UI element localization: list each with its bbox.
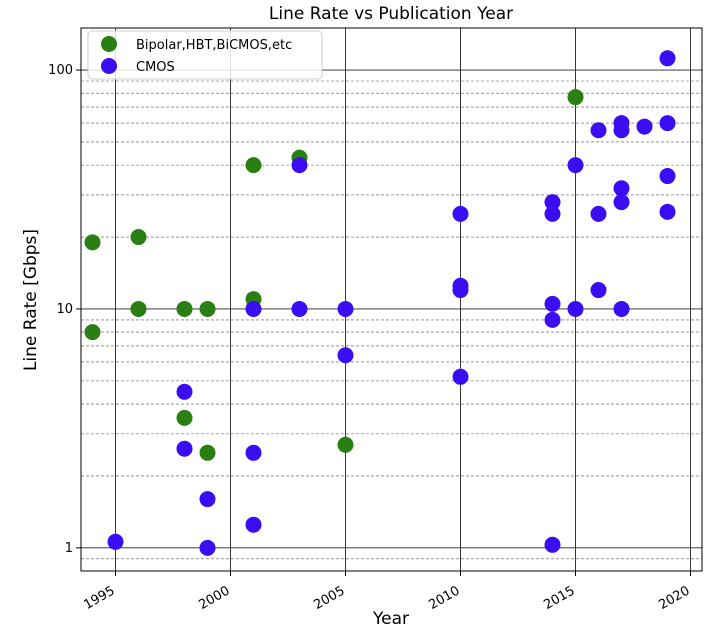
cmos-point — [544, 311, 561, 328]
y-tick-label: 10 — [56, 302, 73, 317]
cmos-point — [176, 440, 193, 457]
cmos-point — [659, 203, 676, 220]
legend-marker-cmos — [101, 58, 117, 74]
bipolar-point — [245, 157, 262, 174]
cmos-point — [636, 118, 653, 135]
cmos-point — [590, 282, 607, 299]
cmos-point — [291, 300, 308, 317]
x-tick-label: 2020 — [656, 583, 692, 613]
cmos-point — [659, 50, 676, 67]
cmos-point — [567, 157, 584, 174]
cmos-point — [613, 194, 630, 211]
bipolar-point — [199, 444, 216, 461]
cmos-point — [659, 115, 676, 132]
legend: Bipolar,HBT,BiCMOS,etc CMOS — [87, 30, 323, 80]
y-tick-label: 1 — [65, 541, 73, 556]
data-points — [84, 50, 676, 556]
cmos-point — [107, 533, 124, 550]
cmos-point — [613, 180, 630, 197]
cmos-point — [544, 205, 561, 222]
cmos-point — [176, 383, 193, 400]
cmos-point — [452, 205, 469, 222]
cmos-point — [245, 516, 262, 533]
x-tick-label: 2000 — [196, 583, 232, 613]
cmos-point — [544, 536, 561, 553]
cmos-point — [590, 205, 607, 222]
plot-frame — [80, 27, 703, 572]
cmos-point — [452, 282, 469, 299]
legend-box — [87, 30, 323, 80]
cmos-point — [337, 347, 354, 364]
bipolar-point — [176, 300, 193, 317]
y-axis-label: Line Rate [Gbps] — [21, 229, 41, 371]
cmos-point — [544, 194, 561, 211]
cmos-point — [452, 368, 469, 385]
x-tick-label: 1995 — [81, 583, 117, 613]
cmos-point — [613, 300, 630, 317]
bipolar-point — [337, 436, 354, 453]
cmos-point — [590, 122, 607, 139]
legend-marker-bipolar — [101, 36, 117, 52]
chart-title: Line Rate vs Publication Year — [269, 4, 513, 24]
cmos-point — [567, 300, 584, 317]
bipolar-point — [130, 300, 147, 317]
bipolar-point — [199, 300, 216, 317]
cmos-point — [613, 122, 630, 139]
bipolar-point — [84, 324, 101, 341]
cmos-point — [291, 157, 308, 174]
bipolar-point — [84, 234, 101, 251]
cmos-point — [245, 444, 262, 461]
cmos-point — [659, 168, 676, 185]
legend-label-cmos: CMOS — [136, 60, 175, 75]
cmos-point — [245, 300, 262, 317]
axis-ticks: 1 10 100 1995 2000 2005 2010 2015 2020 — [48, 63, 692, 613]
y-tick-label: 100 — [48, 63, 73, 78]
cmos-point — [199, 539, 216, 556]
x-axis-label: Year — [372, 609, 409, 629]
x-tick-label: 2010 — [426, 583, 462, 613]
legend-label-bipolar: Bipolar,HBT,BiCMOS,etc — [136, 38, 292, 53]
grid — [81, 28, 702, 572]
cmos-point — [337, 300, 354, 317]
x-tick-label: 2005 — [311, 583, 347, 613]
cmos-point — [544, 295, 561, 312]
bipolar-point — [176, 409, 193, 426]
x-tick-label: 2015 — [541, 583, 577, 613]
bipolar-point — [130, 229, 147, 246]
cmos-point — [199, 491, 216, 508]
bipolar-point — [567, 89, 584, 106]
